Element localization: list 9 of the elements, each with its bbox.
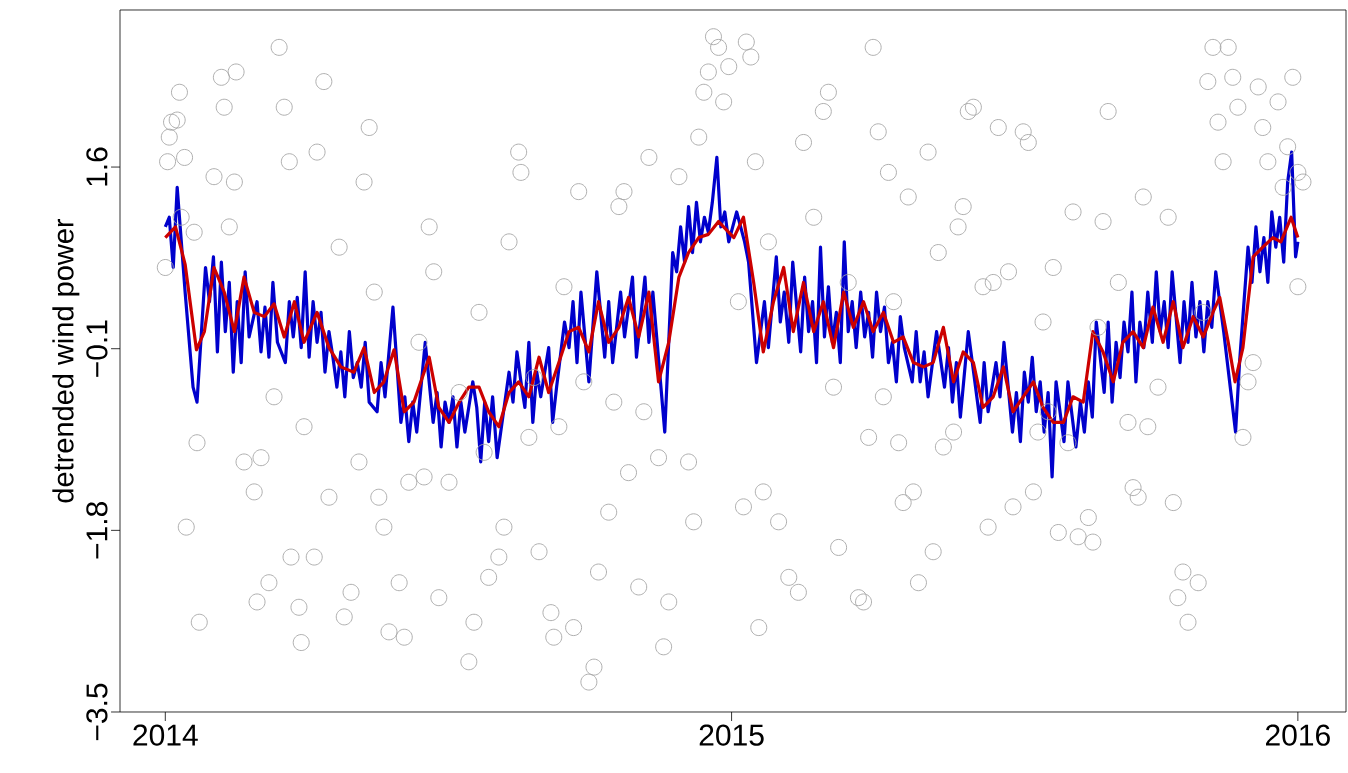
line-series — [163, 215, 1300, 429]
x-tick-label: 2014 — [133, 724, 198, 746]
y-tick-label: −1.8 — [86, 502, 108, 559]
y-axis-title: detrended wind power — [52, 218, 80, 503]
y-tick-label: −3.5 — [86, 683, 108, 741]
y-tick-label: 1.6 — [86, 147, 108, 186]
x-tick-label: 2016 — [1266, 724, 1330, 746]
y-tick-label: −0.1 — [86, 320, 108, 377]
x-tick-label: 2015 — [699, 724, 764, 746]
